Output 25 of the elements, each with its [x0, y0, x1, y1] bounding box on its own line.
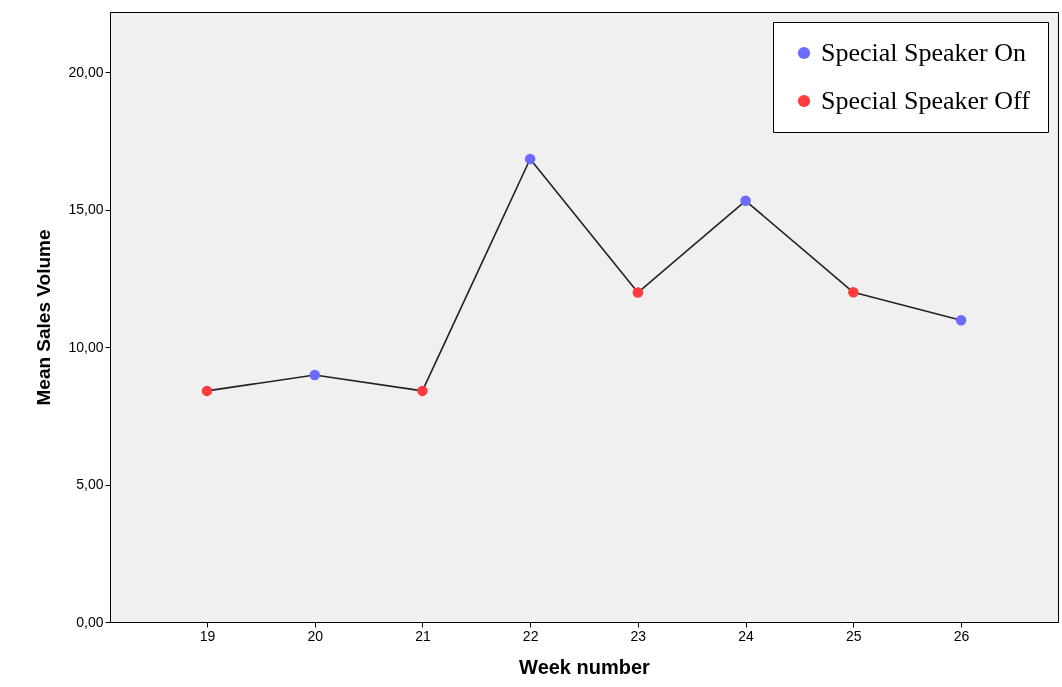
point [201, 385, 213, 397]
point [524, 153, 536, 165]
x-tick-label: 22 [522, 627, 539, 644]
x-tick-label: 25 [846, 627, 862, 644]
x-tick-label: 21 [415, 627, 431, 644]
x-tick-label: 23 [630, 627, 647, 644]
point [309, 369, 320, 381]
point [955, 315, 967, 326]
point [632, 287, 644, 298]
legend-label: Special Speaker Off [821, 86, 1031, 115]
point [740, 195, 751, 206]
x-tick-label: 19 [199, 627, 216, 644]
y-tick-label: 15,00 [68, 201, 104, 218]
y-tick-label: 10,00 [68, 338, 104, 355]
x-tick-label: 20 [307, 627, 324, 644]
point [417, 385, 428, 397]
y-tick-label: 5,00 [76, 476, 104, 493]
x-tick-label: 26 [953, 627, 970, 644]
y-tick-label: 0,00 [76, 613, 104, 630]
x-axis-title: Week number [519, 655, 651, 678]
point [848, 287, 859, 298]
y-axis-title: Mean Sales Volume [33, 229, 55, 406]
x-tick-label: 24 [738, 627, 755, 644]
y-tick-label: 20,00 [68, 63, 104, 80]
legend-label: Special Speaker On [821, 38, 1027, 67]
